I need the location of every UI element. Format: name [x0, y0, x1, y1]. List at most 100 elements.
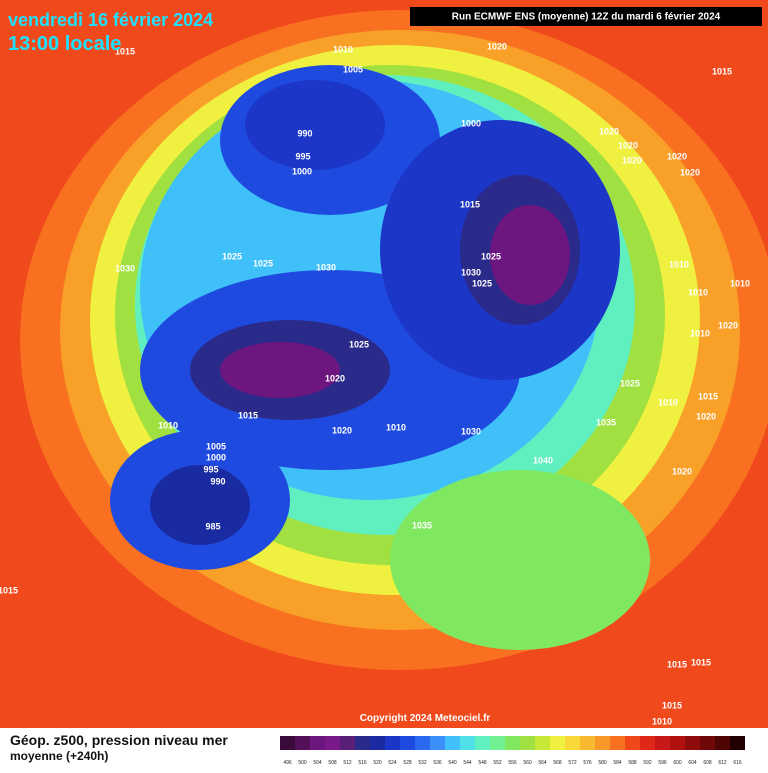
contour-band: [150, 465, 250, 545]
isobar-label: 1035: [412, 520, 432, 530]
contour-band: [220, 342, 340, 398]
scale-label: 504: [313, 760, 322, 766]
isobar-label: 1025: [349, 339, 369, 349]
scale-label: 608: [703, 760, 712, 766]
isobar-label: 1010: [333, 44, 353, 54]
isobar-label: 1015: [238, 410, 258, 420]
isobar-label: 1000: [206, 452, 226, 462]
color-swatch: [415, 736, 430, 750]
isobar-label: 1020: [672, 466, 692, 476]
color-swatch: [355, 736, 370, 750]
isobar-label: 1010: [158, 420, 178, 430]
contour-band: [245, 80, 385, 170]
isobar-label: 995: [295, 151, 310, 161]
color-swatch: [685, 736, 700, 750]
color-swatch: [520, 736, 535, 750]
color-swatch: [700, 736, 715, 750]
isobar-label: 1010: [658, 397, 678, 407]
caption: Géop. z500, pression niveau mer: [10, 732, 228, 748]
color-swatch: [595, 736, 610, 750]
color-swatch: [370, 736, 385, 750]
isobar-label: 1015: [115, 46, 135, 56]
isobar-label: 1010: [652, 716, 672, 726]
contour-band: [390, 470, 650, 650]
color-swatch: [610, 736, 625, 750]
scale-label: 544: [463, 760, 472, 766]
color-swatch: [490, 736, 505, 750]
scale-label: 532: [418, 760, 427, 766]
color-swatch: [565, 736, 580, 750]
scale-label: 548: [478, 760, 487, 766]
scale-label: 584: [613, 760, 622, 766]
color-swatch: [400, 736, 415, 750]
scale-label: 572: [568, 760, 577, 766]
run-box: [410, 7, 762, 26]
scale-label: 612: [718, 760, 727, 766]
isobar-label: 1025: [620, 378, 640, 388]
scale-label: 616: [733, 760, 742, 766]
isobar-label: 1015: [662, 700, 682, 710]
isobar-label: 1030: [461, 267, 481, 277]
isobar-label: 1020: [667, 151, 687, 161]
copyright: Copyright 2024 Meteociel.fr: [360, 713, 491, 724]
color-swatch: [625, 736, 640, 750]
scale-label: 520: [373, 760, 382, 766]
isobar-label: 1020: [332, 425, 352, 435]
scale-label: 524: [388, 760, 397, 766]
isobar-label: 1015: [460, 199, 480, 209]
color-swatch: [475, 736, 490, 750]
isobar-label: 1020: [487, 41, 507, 51]
scale-label: 596: [658, 760, 667, 766]
color-swatch: [640, 736, 655, 750]
isobar-label: 1010: [690, 328, 710, 338]
isobar-label: 1025: [222, 251, 242, 261]
scale-label: 552: [493, 760, 502, 766]
isobar-label: 1020: [618, 140, 638, 150]
isobar-label: 1015: [667, 659, 687, 669]
isobar-label: 1010: [730, 278, 750, 288]
isobar-label: 1020: [718, 320, 738, 330]
color-swatch: [550, 736, 565, 750]
color-swatch: [535, 736, 550, 750]
scale-label: 564: [538, 760, 547, 766]
scale-label: 560: [523, 760, 532, 766]
scale-label: 536: [433, 760, 442, 766]
isobar-label: 1010: [386, 422, 406, 432]
isobar-label: 1020: [325, 373, 345, 383]
scale-label: 508: [328, 760, 337, 766]
isobar-label: 995: [203, 464, 218, 474]
isobar-label: 1015: [698, 391, 718, 401]
isobar-label: 1020: [599, 126, 619, 136]
scale-label: 592: [643, 760, 652, 766]
contour-band: [490, 205, 570, 305]
scale-label: 528: [403, 760, 412, 766]
isobar-label: 1025: [253, 258, 273, 268]
isobar-label: 1025: [481, 251, 501, 261]
color-swatch: [310, 736, 325, 750]
isobar-label: 1015: [712, 66, 732, 76]
isobar-label: 1035: [596, 417, 616, 427]
scale-label: 516: [358, 760, 367, 766]
color-swatch: [670, 736, 685, 750]
isobar-label: 1025: [472, 278, 492, 288]
color-swatch: [580, 736, 595, 750]
isobar-label: 1010: [688, 287, 708, 297]
color-swatch: [715, 736, 730, 750]
isobar-label: 1000: [292, 166, 312, 176]
caption: moyenne (+240h): [10, 749, 108, 763]
isobar-label: 1030: [316, 262, 336, 272]
color-swatch: [460, 736, 475, 750]
scale-label: 604: [688, 760, 697, 766]
scale-label: 512: [343, 760, 352, 766]
time: 13:00 locale: [8, 33, 121, 55]
isobar-label: 1015: [0, 585, 18, 595]
isobar-label: 1030: [115, 263, 135, 273]
scale-label: 580: [598, 760, 607, 766]
color-swatch: [325, 736, 340, 750]
isobar-label: 1005: [206, 441, 226, 451]
isobar-label: 1000: [461, 118, 481, 128]
color-swatch: [730, 736, 745, 750]
scale-label: 568: [553, 760, 562, 766]
